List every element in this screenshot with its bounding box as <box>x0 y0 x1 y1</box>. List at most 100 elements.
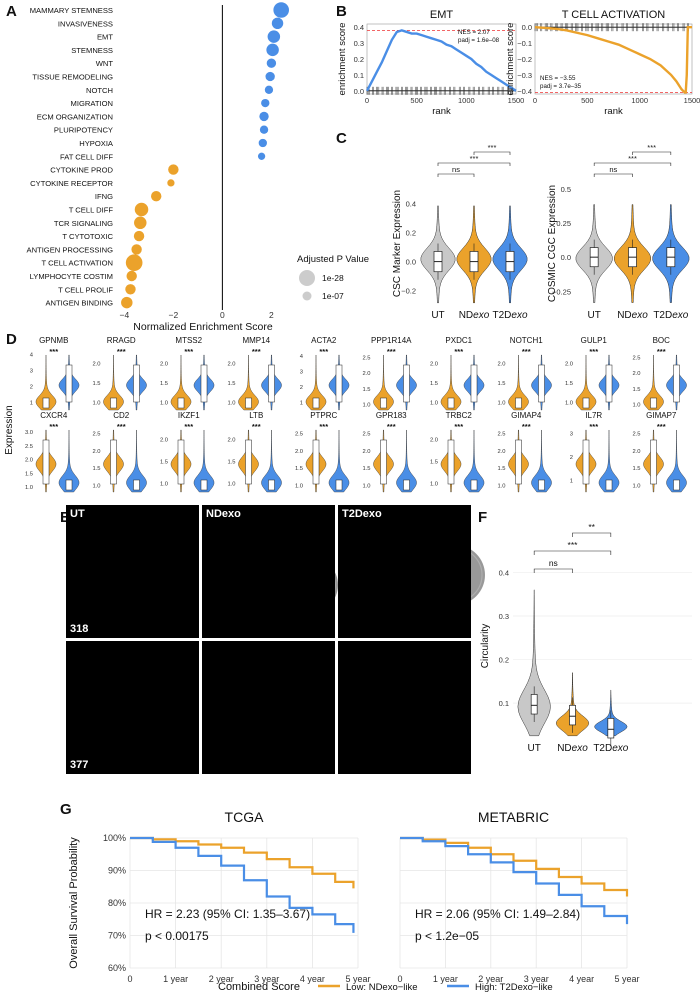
axis-tick-label: 1.5 <box>25 471 33 477</box>
term-label: CYTOKINE PROD <box>50 166 113 175</box>
enrichment-dot <box>125 284 136 295</box>
term-label: WNT <box>96 59 114 68</box>
panel-label-g: G <box>60 801 72 818</box>
significance-label: *** <box>628 154 637 163</box>
box <box>110 439 117 485</box>
significance-label: *** <box>589 347 598 356</box>
axis-tick-label: 0 <box>533 96 537 105</box>
axis-tick-label: 2 <box>570 455 573 461</box>
axis-tick-label: 0.25 <box>556 219 571 228</box>
box <box>335 364 343 403</box>
axis-tick-label: 2.0 <box>430 438 438 444</box>
axis-tick-label: 2.5 <box>497 431 505 437</box>
violin-ndexo <box>103 354 124 411</box>
enrichment-dot <box>266 58 277 68</box>
significance-label: ns <box>549 558 558 568</box>
term-label: T CYTOTOXIC <box>62 232 113 241</box>
axis-title: rank <box>432 106 451 117</box>
significance-label: *** <box>184 422 193 431</box>
significance-label: ** <box>588 522 595 532</box>
violin-t2dexo <box>598 429 620 493</box>
axis-tick-label: 0.0 <box>561 253 571 262</box>
axis-tick-label: 1500 <box>508 96 525 105</box>
panel-label-b: B <box>336 3 347 20</box>
axis-tick-label: 2.5 <box>362 356 370 362</box>
axis-tick-label: 4 year <box>300 974 325 984</box>
axis-tick-label: 1.5 <box>227 460 235 466</box>
axis-tick-label: 3 <box>300 370 303 376</box>
term-label: TISSUE REMODELING <box>32 73 113 82</box>
enrichment-dot <box>133 230 145 242</box>
significance-label: *** <box>117 347 126 356</box>
significance-label: *** <box>522 422 531 431</box>
plot-frame <box>366 23 517 95</box>
significance-label: *** <box>589 422 598 431</box>
term-label: T CELL ACTIVATION <box>42 259 113 268</box>
significance-label: *** <box>184 347 193 356</box>
significance-label: *** <box>252 422 261 431</box>
significance-label: *** <box>117 422 126 431</box>
axis-title: Expression <box>4 405 15 454</box>
axis-tick-label: 0.2 <box>499 656 509 665</box>
violin-ndexo <box>305 354 327 411</box>
term-label: ANTIGEN PROCESSING <box>27 245 114 254</box>
significance-label: *** <box>657 422 666 431</box>
box <box>515 397 522 409</box>
axis-tick-label: 2.0 <box>632 371 640 377</box>
axis-tick-label: 0.1 <box>499 699 509 708</box>
chart-title: TCGA <box>225 809 265 825</box>
category-label: UT <box>431 310 444 321</box>
enrichment-dot <box>271 17 284 30</box>
axis-tick-label: 1.0 <box>430 401 438 407</box>
box <box>245 439 252 485</box>
term-label: HYPOXIA <box>79 139 114 148</box>
legend-label: 1e-07 <box>322 291 344 301</box>
axis-tick-label: 0.2 <box>354 55 364 64</box>
box <box>380 397 387 409</box>
axis-tick-label: 1000 <box>631 96 648 105</box>
violin-ndexo <box>35 354 57 411</box>
axis-tick-label: 1.0 <box>92 401 100 407</box>
enrichment-dot <box>259 125 269 134</box>
enrichment-dot <box>121 296 133 309</box>
padj-annotation: padj = 3.7e–35 <box>540 83 582 90</box>
nes-annotation: NES = −3.55 <box>540 75 576 82</box>
category-label: NDexo <box>459 310 490 321</box>
axis-tick-label: 2.0 <box>430 361 438 367</box>
axis-title: COSMIC CGC Expression <box>547 185 558 302</box>
box <box>673 364 680 403</box>
significance-label: *** <box>568 540 579 550</box>
axis-tick-label: −4 <box>120 310 130 320</box>
term-label: PLURIPOTENCY <box>54 126 113 135</box>
axis-tick-label: 1.0 <box>227 401 235 407</box>
axis-tick-label: 1.5 <box>497 466 505 472</box>
gene-label: TRBC2 <box>446 411 473 420</box>
legend-dot-small <box>302 291 312 301</box>
gene-label: NOTCH1 <box>510 336 543 345</box>
legend-title: Combined Score <box>218 981 300 993</box>
term-label: MAMMARY STEMNESS <box>30 6 113 15</box>
axis-tick-label: 1.0 <box>295 484 303 490</box>
gene-label: PTPRC <box>310 411 337 420</box>
significance-label: *** <box>252 347 261 356</box>
box <box>582 397 590 409</box>
axis-tick-label: 100% <box>103 833 126 843</box>
axis-tick-label: 1.5 <box>565 381 573 387</box>
axis-tick-label: 1500 <box>684 96 700 105</box>
axis-tick-label: 1.0 <box>25 485 33 491</box>
box <box>403 364 410 403</box>
axis-tick-label: 4 <box>30 353 34 359</box>
box <box>312 439 320 485</box>
category-label: UT <box>527 743 540 754</box>
box <box>470 364 478 403</box>
category-label: UT <box>587 310 600 321</box>
violin-t2dexo <box>261 429 282 493</box>
axis-tick-label: 1.0 <box>362 484 370 490</box>
axis-tick-label: 0.0 <box>406 258 416 267</box>
legend-label: Low: NDexo−like <box>346 982 418 993</box>
axis-tick-label: −0.1 <box>517 39 532 48</box>
significance-bracket <box>533 568 573 573</box>
legend-dot-large <box>299 270 315 286</box>
panel-label-a: A <box>6 3 17 20</box>
